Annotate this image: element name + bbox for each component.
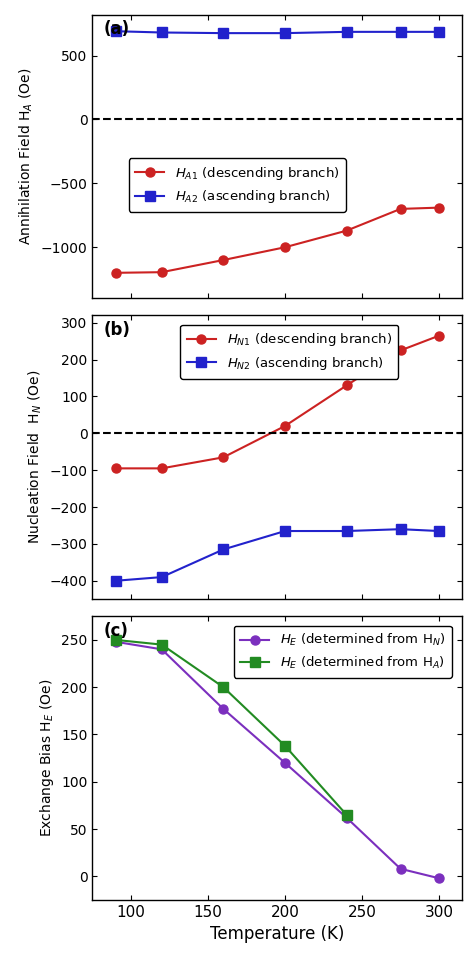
$H_{N1}$ (descending branch) — [436, 330, 442, 342]
$H_E$ (determined from H$_N$) — [436, 873, 442, 884]
Y-axis label: Annihilation Field H$_A$ (Oe): Annihilation Field H$_A$ (Oe) — [18, 68, 35, 245]
$H_E$ (determined from H$_N$) — [398, 863, 403, 875]
Y-axis label: Exchange Bias H$_E$ (Oe): Exchange Bias H$_E$ (Oe) — [37, 679, 55, 838]
$H_{N2}$ (ascending branch) — [220, 544, 226, 556]
Line: $H_{A1}$ (descending branch): $H_{A1}$ (descending branch) — [111, 203, 444, 277]
$H_{A2}$ (ascending branch) — [282, 27, 288, 39]
$H_{A2}$ (ascending branch) — [398, 26, 403, 38]
$H_{N1}$ (descending branch) — [220, 451, 226, 463]
$H_{A1}$ (descending branch) — [113, 267, 118, 278]
$H_{N2}$ (ascending branch) — [398, 523, 403, 535]
$H_E$ (determined from H$_A$) — [344, 809, 349, 820]
$H_{A2}$ (ascending branch) — [113, 25, 118, 37]
Text: (b): (b) — [103, 321, 130, 339]
Text: (c): (c) — [103, 622, 128, 640]
$H_{A2}$ (ascending branch) — [159, 26, 164, 38]
$H_E$ (determined from H$_N$) — [113, 636, 118, 648]
$H_{A2}$ (ascending branch) — [220, 27, 226, 39]
$H_E$ (determined from H$_A$) — [282, 740, 288, 752]
$H_{N2}$ (ascending branch) — [159, 571, 164, 583]
$H_E$ (determined from H$_A$) — [220, 681, 226, 693]
$H_E$ (determined from H$_N$) — [159, 643, 164, 655]
$H_E$ (determined from H$_A$) — [113, 634, 118, 646]
Legend: $H_{N1}$ (descending branch), $H_{N2}$ (ascending branch): $H_{N1}$ (descending branch), $H_{N2}$ (… — [181, 325, 398, 378]
$H_{A1}$ (descending branch) — [436, 201, 442, 213]
$H_{A2}$ (ascending branch) — [436, 26, 442, 38]
Line: $H_E$ (determined from H$_N$): $H_E$ (determined from H$_N$) — [111, 637, 444, 883]
$H_E$ (determined from H$_N$) — [220, 703, 226, 715]
Line: $H_{N2}$ (ascending branch): $H_{N2}$ (ascending branch) — [111, 524, 444, 586]
$H_{A1}$ (descending branch) — [344, 225, 349, 236]
$H_{N2}$ (ascending branch) — [344, 525, 349, 537]
Legend: $H_{A1}$ (descending branch), $H_{A2}$ (ascending branch): $H_{A1}$ (descending branch), $H_{A2}$ (… — [128, 158, 346, 212]
$H_{N1}$ (descending branch) — [113, 462, 118, 474]
$H_E$ (determined from H$_N$) — [282, 757, 288, 769]
$H_E$ (determined from H$_N$) — [344, 811, 349, 823]
Line: $H_E$ (determined from H$_A$): $H_E$ (determined from H$_A$) — [111, 635, 351, 819]
Legend: $H_E$ (determined from H$_N$), $H_E$ (determined from H$_A$): $H_E$ (determined from H$_N$), $H_E$ (de… — [234, 626, 452, 677]
$H_{N1}$ (descending branch) — [282, 420, 288, 432]
$H_{N1}$ (descending branch) — [159, 462, 164, 474]
Text: (a): (a) — [103, 20, 130, 38]
$H_{N2}$ (ascending branch) — [436, 525, 442, 537]
$H_{A1}$ (descending branch) — [220, 254, 226, 266]
Line: $H_{N1}$ (descending branch): $H_{N1}$ (descending branch) — [111, 331, 444, 473]
$H_{A2}$ (ascending branch) — [344, 26, 349, 38]
X-axis label: Temperature (K): Temperature (K) — [210, 925, 345, 944]
$H_{N1}$ (descending branch) — [344, 379, 349, 391]
Line: $H_{A2}$ (ascending branch): $H_{A2}$ (ascending branch) — [111, 26, 444, 38]
$H_{A1}$ (descending branch) — [159, 267, 164, 278]
$H_{N2}$ (ascending branch) — [113, 575, 118, 587]
Y-axis label: Nucleation Field  H$_N$ (Oe): Nucleation Field H$_N$ (Oe) — [27, 370, 44, 545]
$H_{N1}$ (descending branch) — [398, 344, 403, 356]
$H_{A1}$ (descending branch) — [282, 241, 288, 253]
$H_{N2}$ (ascending branch) — [282, 525, 288, 537]
$H_E$ (determined from H$_A$) — [159, 638, 164, 650]
$H_{A1}$ (descending branch) — [398, 203, 403, 215]
